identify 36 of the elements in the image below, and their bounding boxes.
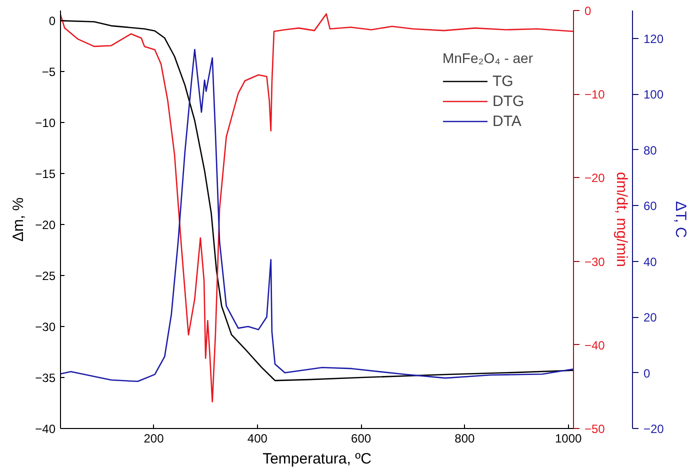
y-tick-label: −15 — [35, 167, 56, 182]
x-tick-label: 1000 — [554, 432, 582, 446]
y-tick-label: −20 — [35, 218, 56, 232]
y-axis-title: Δm, % — [10, 197, 28, 242]
y3-tick-label: 100 — [644, 88, 664, 102]
y3-tick-label: 80 — [644, 143, 658, 158]
legend-label: TG — [492, 72, 514, 90]
y-tick-label: −5 — [42, 65, 56, 80]
y2-tick-label: −30 — [584, 254, 606, 269]
x-tick-label: 400 — [247, 432, 268, 446]
y3-tick-label: 20 — [644, 310, 658, 325]
x-tick-label: 800 — [454, 432, 476, 446]
x-tick-label: 200 — [144, 432, 164, 446]
legend-label: DTG — [492, 92, 524, 110]
y-tick-label: −35 — [35, 371, 56, 386]
y3-tick-label: 60 — [644, 199, 658, 214]
y3-tick-label: 0 — [644, 366, 650, 380]
y-tick-label: 0 — [48, 14, 56, 28]
y2-tick-label: −10 — [584, 88, 606, 102]
y-tick-label: −25 — [35, 269, 56, 284]
y3-tick-label: −20 — [644, 422, 664, 436]
y-tick-label: −30 — [35, 320, 56, 334]
legend-label: DTA — [492, 112, 522, 130]
y2-axis-title: dm/dt, mg/min — [612, 172, 630, 268]
y3-tick-label: 120 — [644, 32, 664, 46]
y2-tick-label: −50 — [584, 422, 606, 436]
y3-axis-title: ΔT, C — [672, 201, 689, 238]
y-tick-label: −10 — [35, 116, 56, 130]
y2-tick-label: −40 — [584, 338, 606, 352]
legend-title: MnFe₂O₄ - aer — [442, 50, 533, 66]
y2-tick-label: −20 — [584, 171, 606, 186]
y2-tick-label: 0 — [584, 4, 592, 18]
x-tick-label: 600 — [351, 432, 372, 446]
y3-tick-label: 40 — [644, 254, 658, 269]
x-axis-title: Temperatura, ºC — [262, 450, 372, 468]
y-tick-label: −40 — [35, 422, 56, 436]
